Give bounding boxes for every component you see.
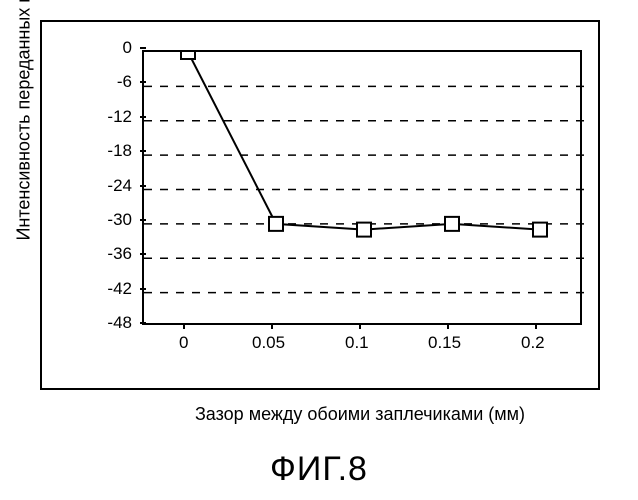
y-tick-label: -24 — [107, 176, 132, 196]
y-tick-label: -48 — [107, 313, 132, 333]
y-axis-label: Интенсивность переданных волн (дБ) — [14, 181, 35, 241]
x-tick-mark — [271, 323, 273, 329]
y-tick-label: -36 — [107, 244, 132, 264]
x-tick-label: 0 — [179, 333, 188, 353]
x-tick-mark — [359, 323, 361, 329]
plot-area — [142, 50, 582, 325]
data-marker — [533, 223, 547, 237]
y-tick-label: 0 — [123, 38, 132, 58]
data-marker — [269, 217, 283, 231]
data-marker — [445, 217, 459, 231]
x-tick-label: 0.2 — [521, 333, 545, 353]
y-tick-mark — [140, 185, 146, 187]
x-tick-mark — [447, 323, 449, 329]
x-tick-label: 0.05 — [252, 333, 285, 353]
data-marker — [181, 52, 195, 59]
figure-caption: ФИГ.8 — [0, 450, 638, 489]
y-tick-mark — [140, 288, 146, 290]
x-tick-mark — [535, 323, 537, 329]
y-tick-mark — [140, 116, 146, 118]
x-tick-label: 0.15 — [428, 333, 461, 353]
y-tick-mark — [140, 322, 146, 324]
y-tick-label: -42 — [107, 279, 132, 299]
y-tick-label: -18 — [107, 141, 132, 161]
x-axis-label: Зазор между обоими заплечиками (мм) — [140, 404, 580, 425]
y-tick-label: -12 — [107, 107, 132, 127]
y-tick-label: -30 — [107, 210, 132, 230]
chart-svg — [144, 52, 584, 327]
y-tick-mark — [140, 47, 146, 49]
y-tick-label: -6 — [117, 72, 132, 92]
data-line — [188, 52, 540, 230]
y-tick-mark — [140, 150, 146, 152]
y-tick-mark — [140, 219, 146, 221]
x-tick-mark — [183, 323, 185, 329]
y-tick-mark — [140, 253, 146, 255]
y-tick-mark — [140, 81, 146, 83]
x-tick-label: 0.1 — [345, 333, 369, 353]
data-marker — [357, 223, 371, 237]
